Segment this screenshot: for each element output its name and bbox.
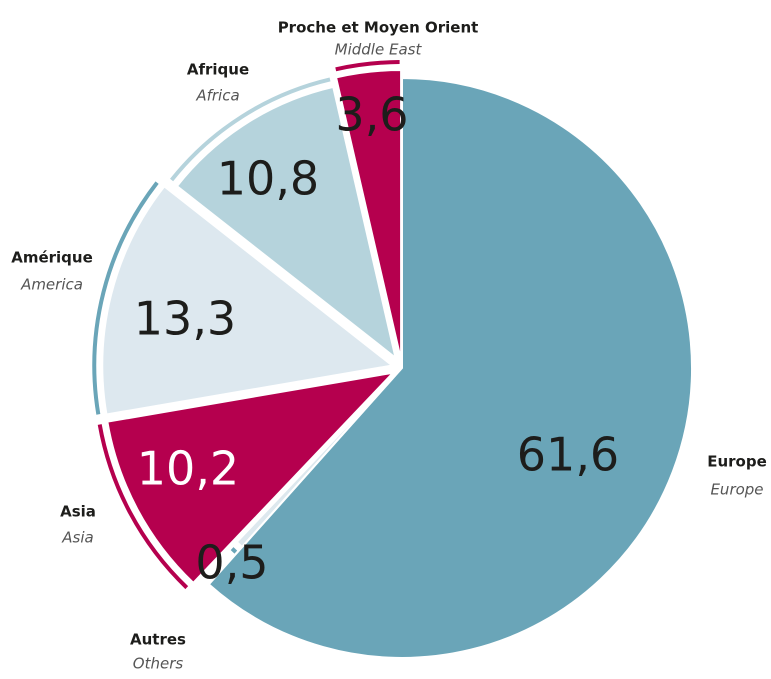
value-label: 13,3 bbox=[134, 292, 236, 346]
category-label: Europe bbox=[707, 453, 767, 471]
category-translation: Asia bbox=[61, 529, 93, 547]
slice-outer-arc bbox=[335, 60, 400, 72]
slice-outer-arc bbox=[97, 424, 189, 590]
pie-slice bbox=[207, 76, 693, 659]
pie-slice bbox=[235, 374, 396, 549]
category-label: Proche et Moyen Orient bbox=[278, 19, 479, 37]
pie-slice bbox=[175, 85, 398, 361]
value-label: 3,6 bbox=[335, 88, 408, 142]
value-label: 10,8 bbox=[217, 152, 319, 206]
slice-outer-arc bbox=[230, 547, 238, 554]
pie-slice bbox=[101, 184, 395, 416]
slice-outer-arc bbox=[170, 77, 331, 182]
category-translation: Europe bbox=[710, 481, 763, 499]
category-translation: America bbox=[20, 276, 83, 294]
category-translation: Africa bbox=[195, 87, 239, 105]
value-label: 61,6 bbox=[517, 428, 619, 482]
value-label: 0,5 bbox=[195, 536, 268, 590]
pie-slice bbox=[106, 371, 396, 585]
value-label: 10,2 bbox=[137, 442, 239, 496]
category-translation: Others bbox=[133, 655, 184, 673]
slice-outer-arc bbox=[92, 181, 159, 415]
category-translation: Middle East bbox=[335, 41, 423, 59]
category-label: Afrique bbox=[187, 61, 249, 79]
pie-slice bbox=[334, 69, 403, 361]
category-label: Autres bbox=[130, 631, 186, 649]
category-label: Amérique bbox=[11, 249, 93, 267]
category-label: Asia bbox=[60, 503, 96, 521]
